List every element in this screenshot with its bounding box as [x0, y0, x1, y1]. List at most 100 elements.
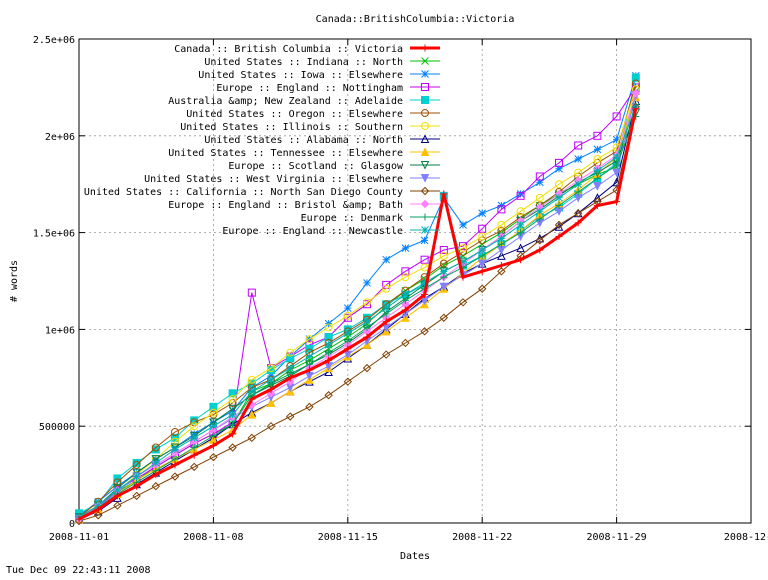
data-point	[477, 259, 487, 269]
data-point	[363, 333, 371, 341]
data-point	[305, 335, 314, 344]
data-point	[612, 112, 621, 121]
data-point	[229, 420, 237, 428]
data-point	[458, 298, 468, 307]
data-point	[209, 452, 218, 462]
data-point	[266, 398, 276, 407]
data-point	[133, 482, 141, 490]
series-14	[75, 102, 640, 522]
data-point	[478, 267, 486, 275]
data-point	[209, 408, 218, 417]
x-tick-label: 2008-11-08	[183, 532, 243, 543]
legend-label: United States :: California :: North San…	[84, 187, 403, 198]
data-point	[190, 433, 199, 442]
data-point	[535, 236, 545, 245]
x-tick-label: 2008-11-29	[586, 532, 646, 543]
data-point	[247, 288, 256, 297]
data-point	[247, 433, 257, 443]
data-point	[593, 166, 602, 175]
series-line	[78, 108, 638, 521]
data-point	[151, 459, 160, 467]
data-point	[382, 304, 391, 312]
data-point	[516, 243, 525, 253]
data-point	[266, 421, 276, 431]
data-point	[344, 345, 352, 353]
data-point	[229, 430, 237, 438]
data-point	[478, 209, 487, 218]
legend-marker	[421, 109, 429, 117]
data-point	[420, 236, 429, 245]
data-point	[593, 201, 601, 209]
data-point	[574, 168, 583, 177]
data-point	[113, 486, 122, 494]
x-tick-label: 2008-11-01	[49, 532, 109, 543]
data-point	[574, 180, 583, 189]
legend-label: United States :: Indiana :: North	[204, 57, 403, 68]
data-point	[593, 182, 602, 191]
data-point	[267, 385, 275, 393]
data-point	[516, 221, 525, 229]
data-point	[401, 290, 410, 299]
legend-marker	[420, 186, 430, 196]
x-tick-label: 2008-11-15	[318, 532, 378, 543]
legend-label: Europe :: England :: Nottingham	[216, 83, 403, 94]
data-point	[459, 244, 467, 253]
data-point	[478, 224, 487, 233]
data-point	[440, 190, 448, 198]
data-point	[555, 164, 563, 173]
data-point	[593, 131, 602, 140]
y-axis-label: # words	[9, 260, 20, 302]
data-point	[132, 491, 141, 501]
data-point	[421, 291, 429, 299]
data-point	[228, 395, 237, 404]
data-point	[132, 460, 141, 469]
legend-label: Europe :: England :: Bristol &amp; Bath	[168, 200, 403, 211]
legend-label: United States :: West Virginia :: Elsewh…	[144, 174, 403, 185]
data-point	[420, 279, 429, 287]
data-point	[209, 402, 218, 411]
data-point	[324, 323, 333, 332]
y-tick-label: 500000	[39, 422, 75, 433]
y-tick-label: 2.5e+06	[33, 35, 75, 46]
data-point	[497, 234, 506, 243]
data-point	[228, 389, 237, 398]
data-point	[420, 263, 429, 272]
data-point	[517, 229, 525, 237]
legend-marker	[421, 57, 429, 65]
series-line	[78, 93, 637, 520]
data-point	[171, 461, 179, 469]
data-point	[439, 251, 448, 260]
data-point	[171, 428, 179, 437]
footer-timestamp: Tue Dec 09 22:43:11 2008	[6, 565, 151, 576]
data-point	[439, 313, 449, 322]
series-line	[78, 106, 637, 522]
data-point	[612, 153, 621, 161]
data-point	[189, 462, 199, 472]
data-point	[593, 145, 602, 154]
data-point	[286, 364, 295, 372]
data-point	[324, 391, 333, 400]
data-point	[497, 267, 506, 276]
data-point	[401, 267, 410, 276]
legend-marker	[420, 134, 430, 143]
data-point	[516, 207, 525, 216]
data-point	[151, 443, 160, 452]
series-11	[74, 102, 641, 526]
x-tick-label: 2008-11-22	[452, 532, 512, 543]
y-tick-label: 0	[69, 519, 75, 530]
data-point	[305, 402, 314, 412]
legend-label: United States :: Iowa :: Elsewhere	[198, 70, 403, 81]
x-tick-label: 2008-12-0	[724, 532, 768, 543]
data-point	[574, 155, 583, 163]
data-point	[171, 445, 179, 454]
legend-marker	[421, 83, 429, 91]
data-point	[420, 255, 429, 264]
data-point	[305, 366, 313, 374]
data-point	[497, 251, 506, 260]
data-point	[573, 209, 583, 218]
data-point	[478, 246, 487, 254]
legend-label: Europe :: Denmark	[301, 213, 403, 224]
data-point	[555, 232, 563, 240]
data-point	[497, 220, 506, 229]
data-point	[555, 158, 563, 167]
